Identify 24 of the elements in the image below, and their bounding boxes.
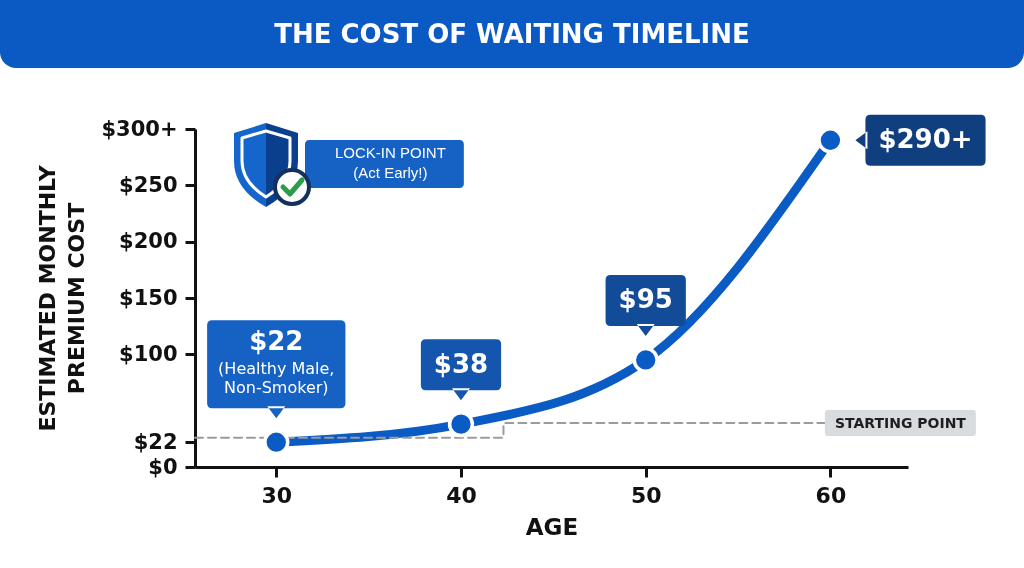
chart-title: THE COST OF WAITING TIMELINE: [0, 0, 1024, 68]
y-tick-label: $22: [133, 429, 178, 454]
point: [632, 346, 659, 374]
data-label: $38: [433, 348, 489, 379]
data-label: $22: [249, 326, 304, 357]
data-label: $95: [618, 284, 673, 315]
point: [447, 411, 475, 438]
point: [817, 127, 844, 154]
data-label: $290+: [878, 124, 973, 155]
x-axis-title: AGE: [525, 513, 579, 540]
series-label: STARTING POINT: [834, 415, 967, 432]
y-tick-label: $200: [119, 229, 178, 254]
x-tick-label: 60: [815, 482, 847, 508]
x-tick-label: 50: [630, 482, 662, 508]
x-tick-label: 30: [261, 482, 293, 508]
y-tick-label: $100: [119, 341, 178, 366]
y-tick-label: $250: [119, 172, 178, 197]
annotation: (Healthy Male, Non-Smoker): [218, 359, 335, 398]
x-tick-label: 40: [446, 482, 477, 508]
y-tick-label: $150: [119, 285, 178, 310]
y-axis-title: ESTIMATED MONTHLY PREMIUM COST: [35, 164, 90, 432]
annotation: LOCK-IN POINT (Act Early!): [334, 144, 446, 181]
y-tick-label: $300+: [101, 116, 178, 141]
y-tick-label: $0: [148, 454, 178, 479]
